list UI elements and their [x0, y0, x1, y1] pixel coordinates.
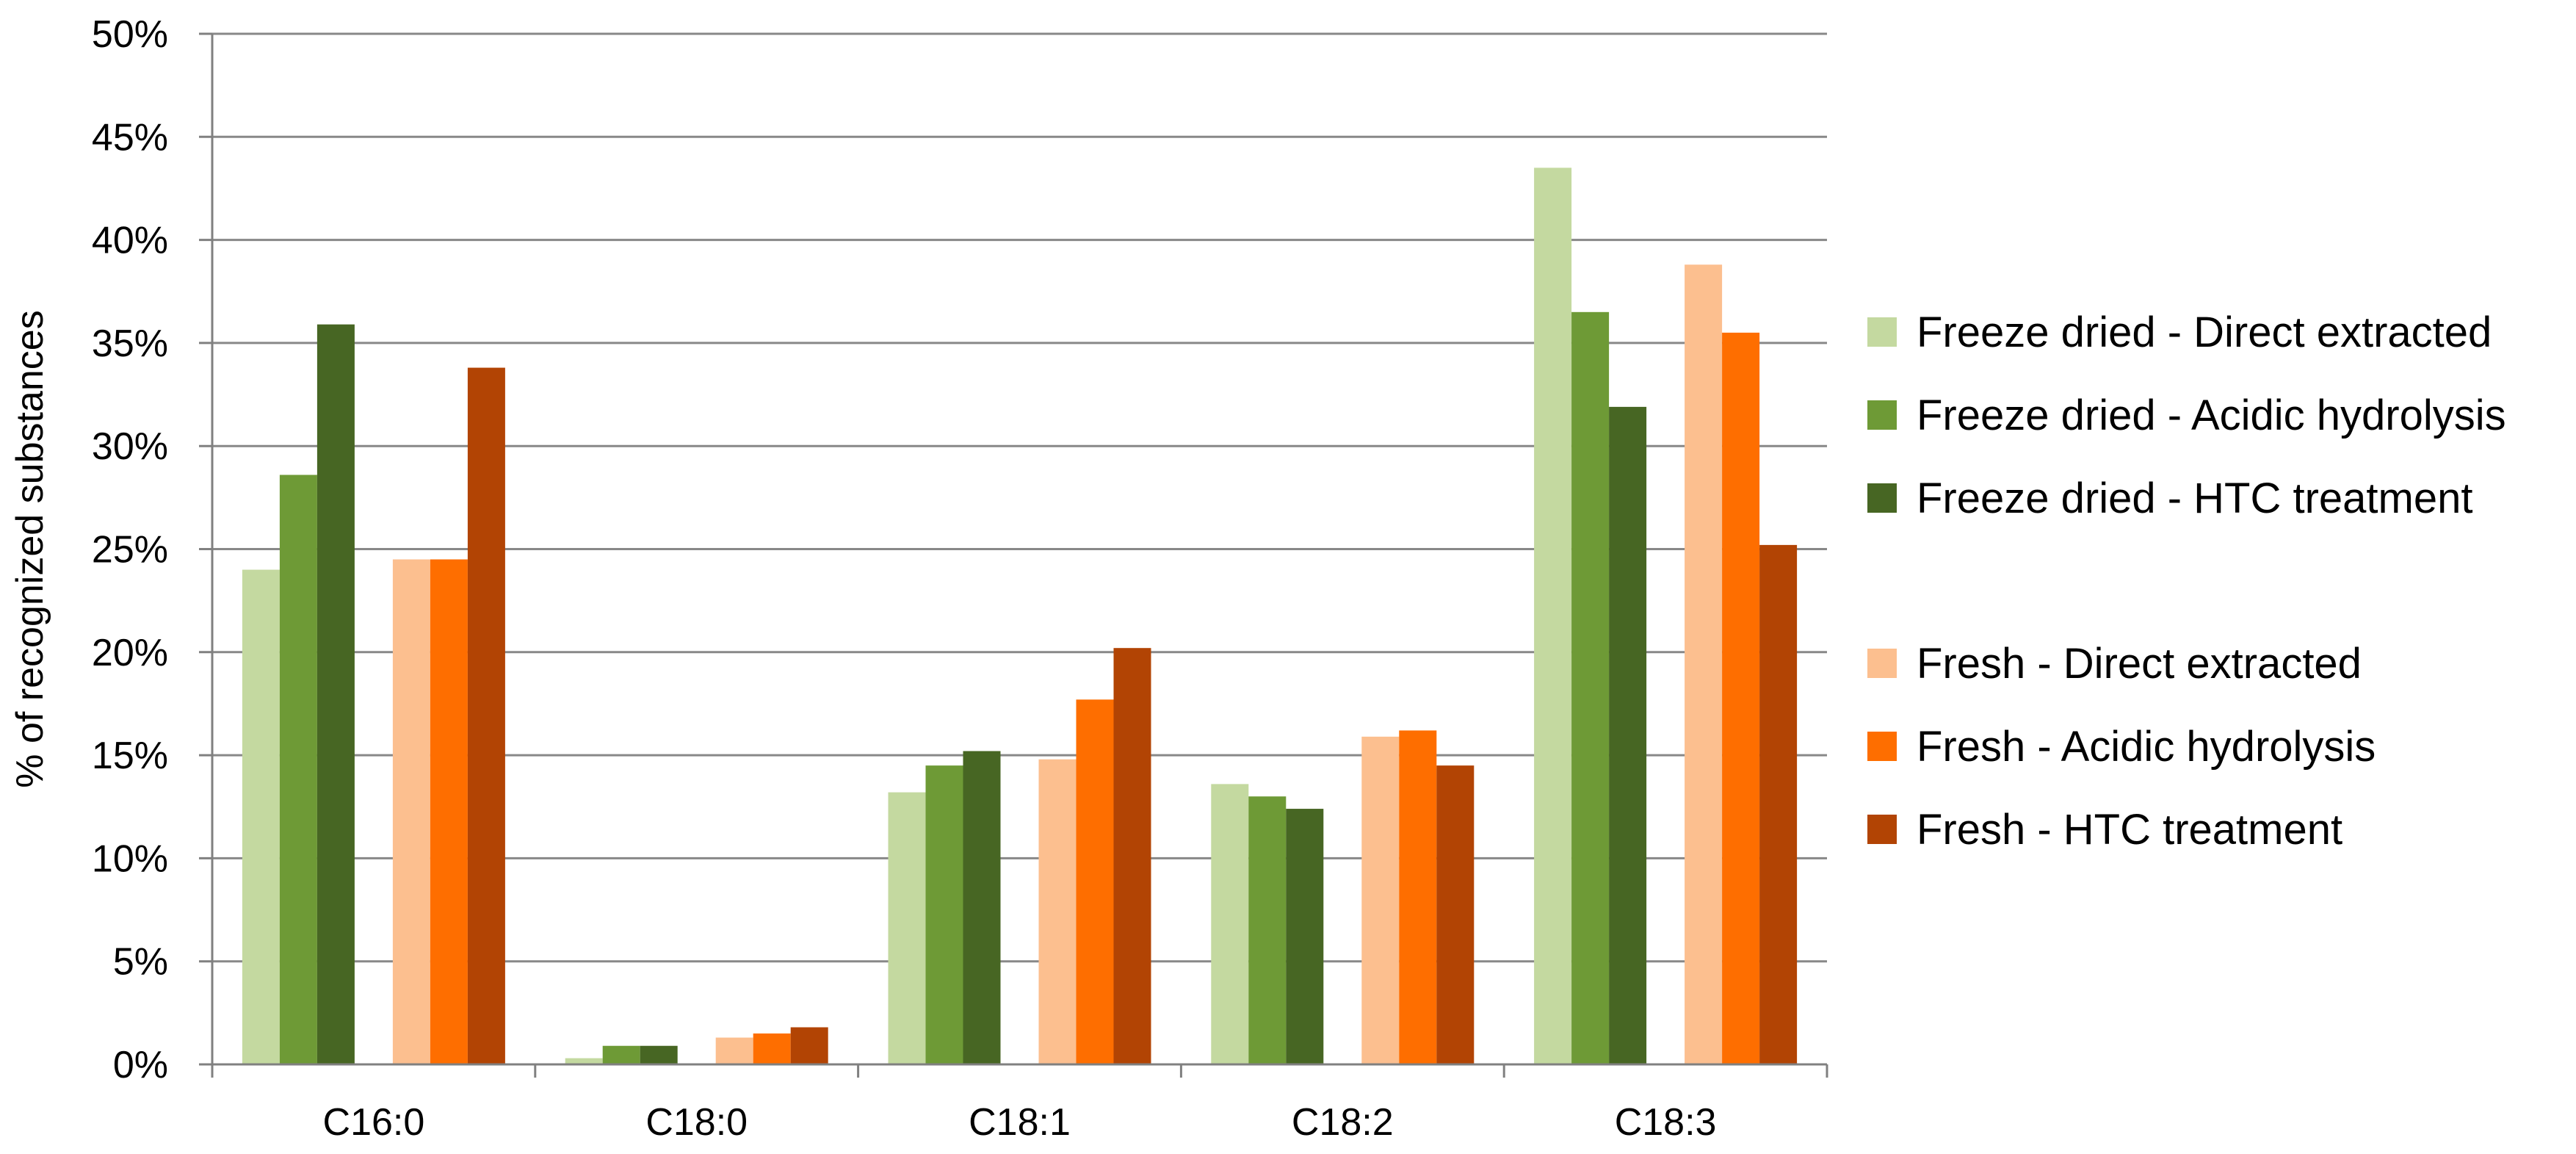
legend: Freeze dried - Direct extracted Freeze dr…: [1867, 309, 2506, 854]
bar-C18-3-series-5: [1759, 544, 1798, 1064]
bar-C18-1-series-0: [888, 792, 926, 1064]
bar-C18-0-series-1: [602, 1045, 640, 1064]
bar-C18-0-series-2: [640, 1045, 678, 1064]
legend-swatch: [1867, 815, 1897, 844]
bar-C18-2-series-1: [1248, 796, 1287, 1064]
bar-C18-1-series-4: [1076, 699, 1114, 1064]
x-axis-tick-labels: C16:0 C18:0 C18:1 C18:2 C18:3: [211, 1064, 1828, 1144]
legend-label: Freeze dried - HTC treatment: [1917, 475, 2472, 522]
y-tick-label: 10%: [92, 837, 168, 880]
y-tick-label: 30%: [92, 425, 168, 468]
bar-C18-0-series-3: [715, 1037, 753, 1064]
legend-label: Fresh - Acidic hydrolysis: [1917, 723, 2376, 771]
bar-C16-0-series-4: [430, 559, 468, 1064]
bar-C18-2-series-2: [1286, 809, 1324, 1064]
axes: [211, 34, 1827, 1066]
legend-swatch: [1867, 400, 1897, 430]
x-tick-label: C16:0: [323, 1101, 425, 1144]
y-tick-label: 45%: [92, 116, 168, 159]
y-tick-label: 20%: [92, 632, 168, 674]
legend-label: Freeze dried - Direct extracted: [1917, 309, 2492, 356]
y-tick-label: 15%: [92, 735, 168, 777]
bar-C18-3-series-4: [1722, 332, 1760, 1064]
bar-C18-1-series-3: [1038, 759, 1077, 1064]
y-axis-tick-labels: 0% 5% 10% 15% 20% 25% 30% 35% 40% 45% 50%: [92, 13, 168, 1086]
legend-swatch: [1867, 317, 1897, 347]
legend-label: Freeze dried - Acidic hydrolysis: [1917, 392, 2506, 439]
legend-swatch: [1867, 649, 1897, 678]
bar-C18-1-series-2: [963, 751, 1001, 1064]
bar-C18-0-series-0: [565, 1058, 603, 1064]
bar-C18-0-series-5: [790, 1027, 828, 1064]
bar-C18-0-series-4: [753, 1033, 791, 1064]
bar-C16-0-series-0: [242, 569, 280, 1064]
bar-C18-2-series-3: [1361, 736, 1400, 1064]
bar-C18-3-series-2: [1609, 406, 1647, 1064]
bar-C18-2-series-0: [1211, 784, 1249, 1064]
bars: [242, 167, 1798, 1065]
y-tick-label: 40%: [92, 220, 168, 262]
y-tick-label: 5%: [113, 941, 168, 984]
bar-C18-2-series-5: [1436, 765, 1475, 1064]
bar-C16-0-series-2: [316, 324, 355, 1064]
y-tick-label: 0%: [113, 1044, 168, 1086]
bar-C16-0-series-5: [467, 367, 505, 1064]
x-tick-label: C18:3: [1615, 1101, 1717, 1144]
bar-C18-2-series-4: [1399, 730, 1437, 1064]
bar-C16-0-series-3: [392, 559, 430, 1064]
bar-C16-0-series-1: [279, 475, 317, 1064]
x-tick-label: C18:2: [1292, 1101, 1394, 1144]
bar-C18-1-series-1: [925, 765, 963, 1064]
bar-C18-3-series-1: [1571, 311, 1610, 1064]
x-tick-label: C18:1: [969, 1101, 1071, 1144]
y-axis-title: % of recognized substances: [9, 310, 51, 787]
bar-C18-3-series-3: [1685, 264, 1723, 1065]
bar-C18-3-series-0: [1534, 167, 1572, 1064]
legend-swatch: [1867, 732, 1897, 761]
y-tick-label: 50%: [92, 13, 168, 56]
legend-label: Fresh - HTC treatment: [1917, 806, 2342, 854]
legend-label: Fresh - Direct extracted: [1917, 640, 2362, 688]
y-tick-label: 25%: [92, 529, 168, 571]
bar-C18-1-series-5: [1113, 648, 1151, 1064]
y-tick-label: 35%: [92, 322, 168, 365]
x-tick-label: C18:0: [645, 1101, 748, 1144]
legend-swatch: [1867, 483, 1897, 513]
